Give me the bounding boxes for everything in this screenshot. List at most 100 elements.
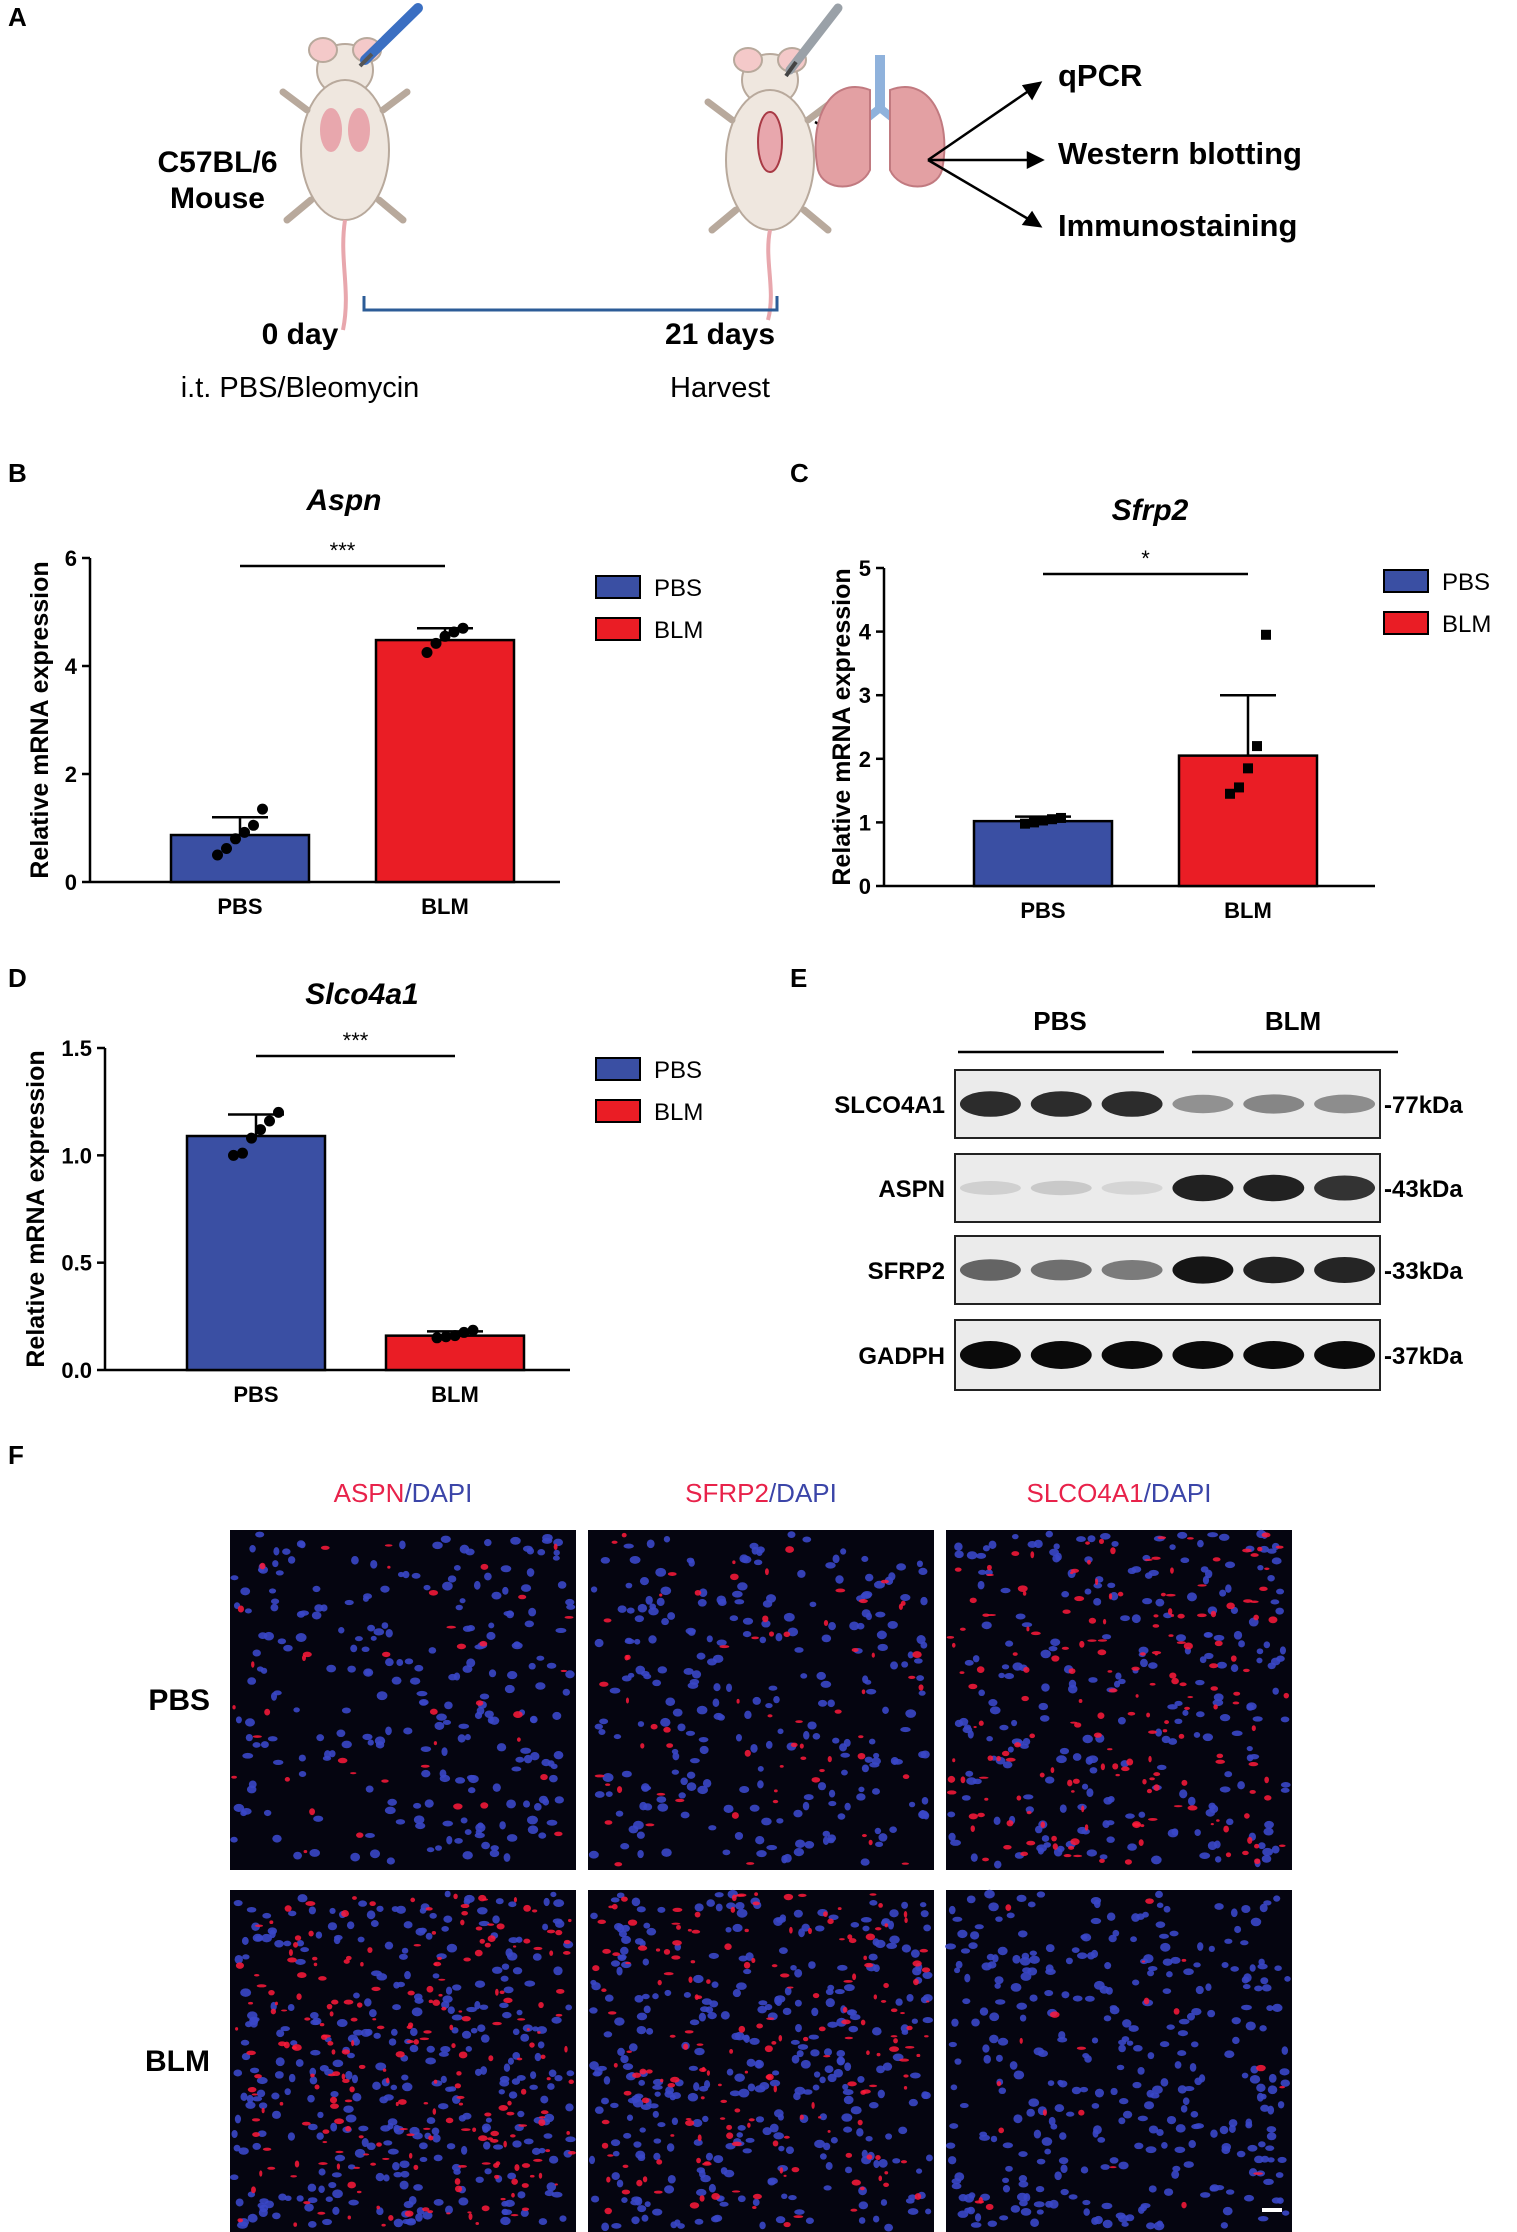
nucleus-dot [898, 2126, 908, 2135]
nucleus-dot [1249, 1753, 1260, 1760]
signal-dot [914, 2193, 922, 2200]
y-tick-label: 1.0 [61, 1143, 92, 1168]
signal-dot [1242, 1850, 1249, 1856]
signal-dot [356, 1832, 364, 1838]
nucleus-dot [1142, 1911, 1149, 1918]
nucleus-dot [634, 1638, 641, 1645]
nucleus-dot [566, 2070, 575, 2077]
signal-dot [563, 1939, 571, 1945]
signal-dot [303, 1849, 308, 1854]
signal-dot [252, 2132, 260, 2137]
nucleus-dot [508, 1901, 517, 1908]
nucleus-dot [713, 1683, 721, 1692]
nucleus-dot [1205, 1983, 1212, 1991]
nucleus-dot [877, 2089, 885, 2099]
nucleus-dot [1191, 2007, 1202, 2016]
signal-dot [783, 2135, 790, 2139]
nucleus-dot [537, 2041, 545, 2049]
signal-dot [254, 2074, 262, 2079]
nucleus-dot [699, 1588, 708, 1598]
nucleus-dot [753, 1559, 763, 1566]
nucleus-dot [1161, 2141, 1168, 2149]
nucleus-dot [438, 2051, 449, 2057]
nucleus-dot [1166, 2024, 1175, 2030]
nucleus-dot [966, 1777, 977, 1785]
nucleus-dot [649, 2103, 659, 2109]
nucleus-dot [334, 1934, 343, 1941]
nucleus-dot [489, 1716, 500, 1725]
nucleus-dot [1155, 1728, 1163, 1737]
signal-dot [1181, 1958, 1187, 1962]
signal-dot [422, 2207, 430, 2212]
nucleus-dot [646, 1927, 657, 1936]
signal-dot [924, 2035, 929, 2038]
nucleus-dot [589, 2007, 598, 2014]
column-header: SLCO4A1/DAPI [1027, 1478, 1212, 1508]
nucleus-dot [797, 2044, 809, 2050]
nucleus-dot [967, 1730, 974, 1739]
nucleus-dot [287, 1556, 296, 1564]
nucleus-dot [1115, 1672, 1122, 1680]
nucleus-dot [871, 1788, 880, 1795]
nucleus-dot [1196, 1711, 1205, 1718]
nucleus-dot [906, 1993, 914, 2002]
signal-dot [337, 1757, 348, 1764]
nucleus-dot [1016, 2002, 1028, 2010]
signal-dot [453, 1803, 463, 1810]
nucleus-dot [613, 1734, 622, 1740]
nucleus-dot [910, 1949, 920, 1958]
nucleus-dot [529, 1716, 537, 1723]
nucleus-dot [1257, 1564, 1264, 1571]
nucleus-dot [794, 2209, 805, 2215]
signal-dot [495, 1988, 499, 1996]
signal-dot [1162, 1729, 1168, 1733]
nucleus-dot [1125, 1813, 1135, 1819]
signal-dot [790, 1742, 798, 1748]
nucleus-dot [376, 1691, 388, 1701]
bar-blm [374, 638, 516, 884]
nucleus-dot [861, 1764, 869, 1773]
nucleus-dot [490, 1845, 499, 1851]
signal-dot [1085, 1541, 1090, 1545]
nucleus-dot [409, 2044, 419, 2053]
signal-dot [288, 1949, 293, 1956]
nucleus-dot [604, 1994, 614, 2002]
nucleus-dot [860, 1592, 872, 1600]
pipette-icon [358, 3, 423, 68]
nucleus-dot [1258, 1958, 1265, 1966]
nucleus-dot [554, 1796, 564, 1804]
signal-dot [850, 2208, 858, 2212]
signal-dot [1072, 1778, 1080, 1784]
signal-dot [428, 1999, 434, 2004]
nucleus-dot [1263, 1900, 1272, 1906]
signal-dot [1127, 1711, 1136, 1716]
signal-dot [904, 1917, 908, 1924]
signal-dot [612, 1952, 621, 1957]
nucleus-dot [908, 1801, 916, 1808]
nucleus-dot [274, 1939, 284, 1948]
nucleus-dot [999, 2215, 1009, 2221]
nucleus-dot [742, 1631, 752, 1638]
signal-dot [1178, 1733, 1185, 1739]
nucleus-dot [794, 2086, 806, 2095]
nucleus-dot [1261, 1855, 1272, 1863]
nucleus-dot [296, 2195, 304, 2202]
nucleus-dot [660, 1717, 671, 1727]
signal-dot [694, 1911, 701, 1918]
blot-row-label: SLCO4A1 [834, 1092, 945, 1119]
nucleus-dot [686, 1782, 697, 1791]
blot-band [1314, 1175, 1376, 1201]
nucleus-dot [1028, 2098, 1040, 2107]
signal-dot [376, 2205, 381, 2210]
nucleus-dot [801, 1923, 810, 1932]
signal-dot [717, 2083, 722, 2087]
signal-dot [769, 1631, 775, 1637]
nucleus-dot [828, 1800, 837, 1807]
nucleus-dot [892, 2158, 901, 2164]
nucleus-dot [309, 1849, 321, 1857]
experiment-schematic [279, 3, 1045, 331]
nucleus-dot [1065, 1957, 1073, 1965]
signal-dot [900, 1600, 906, 1606]
y-tick-label: 1 [859, 810, 871, 835]
signal-dot [827, 2129, 831, 2133]
